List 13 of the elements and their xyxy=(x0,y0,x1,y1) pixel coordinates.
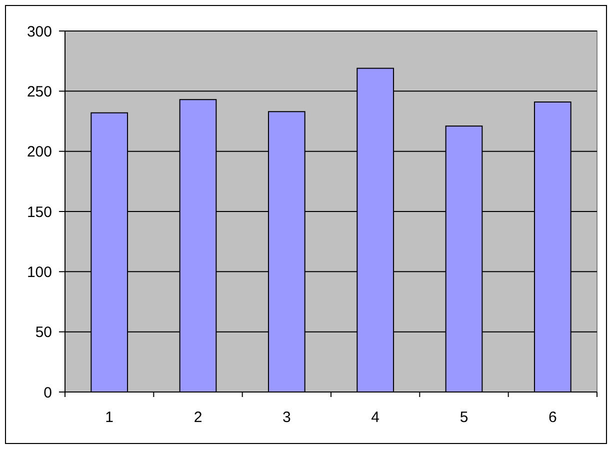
y-tick-label: 150 xyxy=(26,204,52,221)
x-tick-label: 6 xyxy=(548,409,557,426)
x-tick-label: 5 xyxy=(460,409,468,426)
x-tick-label: 2 xyxy=(194,409,202,426)
x-tick-label: 4 xyxy=(371,409,380,426)
y-tick-label: 0 xyxy=(44,384,52,402)
y-tick-label: 100 xyxy=(26,264,52,281)
x-tick-label: 1 xyxy=(105,409,114,426)
y-tick-label: 50 xyxy=(35,324,52,342)
y-tick-label: 300 xyxy=(26,23,52,40)
y-tick-label: 200 xyxy=(26,144,52,161)
y-tick-label: 250 xyxy=(26,83,52,100)
x-tick-label: 3 xyxy=(282,409,291,426)
